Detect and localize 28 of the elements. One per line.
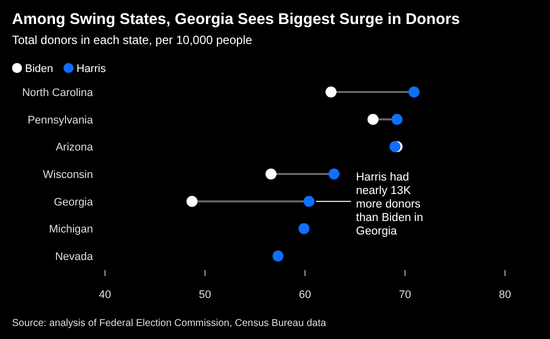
legend-label: Harris <box>76 63 106 75</box>
annotation: Harris had nearly 13K more donors than Biden in Georgia <box>356 171 424 238</box>
y-tick-label: Michigan <box>48 224 93 236</box>
chart-title: Among Swing States, Georgia Sees Biggest Surge in Donors <box>12 11 460 28</box>
point <box>266 168 276 180</box>
point <box>408 86 420 98</box>
y-tick-label: North Carolina <box>22 87 94 99</box>
x-tick-label: 80 <box>498 289 512 301</box>
y-tick-label: Georgia <box>54 196 94 208</box>
x-tick-label: 60 <box>298 289 312 301</box>
y-tick-label: Wisconsin <box>42 169 93 181</box>
point <box>368 114 378 125</box>
x-tick-label: 40 <box>98 289 112 301</box>
point <box>326 86 336 98</box>
point <box>186 196 198 207</box>
source-note: Source: analysis of Federal Election Commission, Census Bureau data <box>12 318 326 329</box>
point <box>304 196 314 207</box>
y-tick-label: Arizona <box>56 142 94 154</box>
point <box>328 168 340 180</box>
y-tick-label: Pennsylvania <box>28 114 94 126</box>
point <box>298 223 310 234</box>
point <box>392 114 402 125</box>
point <box>272 250 284 262</box>
legend-label: Biden <box>25 63 54 75</box>
x-tick-label: 70 <box>398 289 412 301</box>
x-tick-label: 50 <box>198 289 212 301</box>
chart-subtitle: Total donors in each state, per 10,000 people <box>12 33 252 47</box>
y-tick-label: Nevada <box>55 251 94 263</box>
